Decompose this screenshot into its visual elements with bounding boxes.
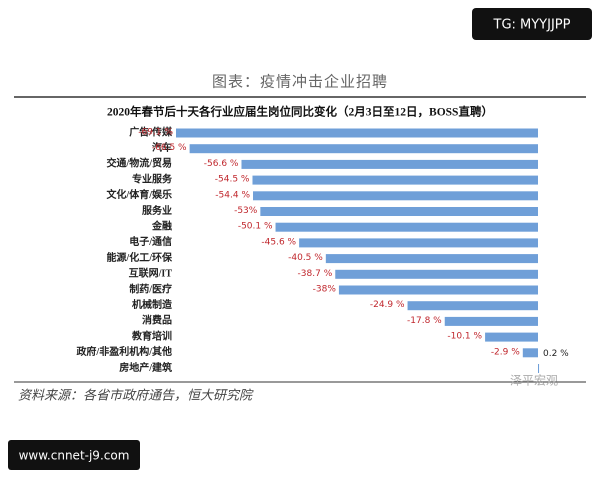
bar <box>485 332 538 342</box>
value-label: -38.7 % <box>298 269 333 279</box>
value-label: -24.9 % <box>370 300 405 310</box>
bar <box>252 175 538 185</box>
value-label: -69.1 % <box>138 128 173 138</box>
category-label: 能源/化工/环保 <box>106 251 173 264</box>
value-label: -53% <box>234 206 258 216</box>
value-label: -40.5 % <box>288 253 323 263</box>
category-label: 机械制造 <box>132 298 173 311</box>
plot: 广告/传媒-69.1 % 汽车-66.5 % 交通/物流/贸易 -56.6 % 专业服务… <box>76 125 569 374</box>
figure-title: 图表：疫情冲击企业招聘 <box>212 73 388 91</box>
category-label: 房地产/建筑 <box>119 361 172 374</box>
value-label: -2.9 % <box>491 347 520 357</box>
bar <box>325 254 538 264</box>
value-label: -56.6 % <box>204 159 239 169</box>
footer-badge-bg <box>8 440 140 470</box>
value-label: -54.4 % <box>215 190 250 200</box>
bar <box>189 144 538 154</box>
value-label: -38% <box>313 285 337 295</box>
value-label: -54.5 % <box>215 175 250 185</box>
value-label: -66.5 % <box>152 143 187 153</box>
value-label: 0.2 % <box>543 349 569 359</box>
bar <box>275 222 538 232</box>
category-label: 服务业 <box>142 204 172 217</box>
category-label: 广告/传媒 <box>129 125 173 138</box>
watermark: 泽平宏观 <box>510 373 558 388</box>
bar <box>407 301 538 311</box>
bar <box>335 269 538 279</box>
bar <box>260 207 538 216</box>
bar <box>522 348 538 358</box>
bar <box>299 238 538 248</box>
chart-title: 2020年春节后十天各行业应届生岗位同比变化（2月3日至12日，BOSS直聘） <box>107 105 493 119</box>
category-label: 交通/物流/贸易 <box>106 157 172 170</box>
value-label: -17.8 % <box>407 316 442 326</box>
bar <box>176 128 538 138</box>
source: 资料来源：各省市政府通告，恒大研究院 <box>18 388 254 404</box>
badge-bg <box>472 8 592 40</box>
category-label: 金融 <box>151 219 172 232</box>
bar <box>241 159 538 169</box>
category-label: 汽车 <box>152 141 172 154</box>
category-label: 政府/非盈利机构/其他 <box>76 345 172 358</box>
bar <box>338 285 538 295</box>
value-label: -45.6 % <box>261 237 296 247</box>
category-label: 制药/医疗 <box>129 282 172 295</box>
category-label: 电子/通信 <box>129 235 172 248</box>
footer-badge: www.cnnet-j9.com <box>19 449 130 463</box>
value-label: -10.1 % <box>447 332 482 342</box>
badge: TG: MYYJJPP <box>493 18 571 33</box>
bar <box>253 191 538 201</box>
bar <box>538 364 540 373</box>
bar <box>444 316 538 326</box>
category-label: 消费品 <box>142 314 172 327</box>
category-label: 教育培训 <box>131 329 172 342</box>
category-label: 互联网/IT <box>129 267 173 280</box>
value-label: -50.1 % <box>238 222 273 232</box>
category-label: 专业服务 <box>132 172 173 185</box>
category-label: 文化/体育/娱乐 <box>106 188 172 201</box>
